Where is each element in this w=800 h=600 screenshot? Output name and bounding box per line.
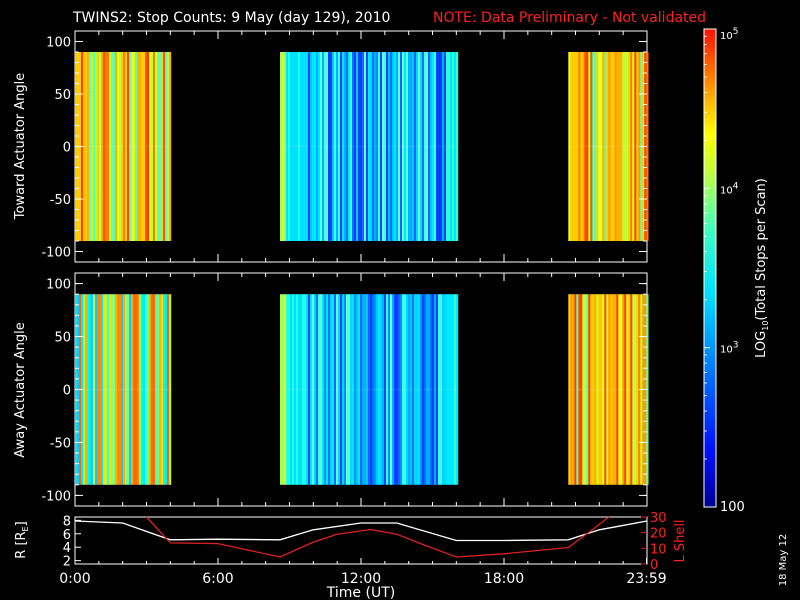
away-block-2 [568,294,649,485]
x-tick-label: 23:59 [626,571,666,587]
orbit-right-tick-label: 20 [650,527,667,542]
away-ytick-label: 100 [46,278,71,293]
orbit-left-tick-label: 6 [63,528,71,543]
orbit-right-tick-label: 30 [650,511,667,526]
orbit-left-tick-label: 2 [63,555,71,570]
away-ytick-label: 0 [63,384,71,399]
orbit-right-ylabel: L Shell [673,519,688,562]
orbit-right-tick-label: 0 [650,558,658,573]
colorbar-gradient [703,28,717,508]
colorbar: 105 104 103 100 LOG10(Total Stops per Scan) [703,27,770,515]
orbit-left-ylabel: R [RE] [14,521,30,558]
toward-block-0 [75,52,172,241]
l-shell-line [146,516,610,558]
toward-block-2 [568,52,649,241]
toward-ytick-label: -50 [50,193,71,208]
away-ylabel: Away Actuator Angle [13,322,28,457]
data-note: NOTE: Data Preliminary - Not validated [433,10,706,26]
generation-date: 18 May 12 [778,534,789,586]
r-distance-line [74,520,648,542]
colorbar-tick-label: 105 [720,27,738,42]
away-block-0 [75,294,172,485]
away-ytick-label: -100 [41,489,71,504]
colorbar-tick-label: 100 [720,500,745,515]
colorbar-label: LOG10(Total Stops per Scan) [754,178,770,358]
away-ytick-label: -50 [50,436,71,451]
away-ytick-label: 50 [54,331,71,346]
orbit-left-tick-label: 4 [63,541,71,556]
away-heatmap-panel: -100 -50 0 50 100 Away Actuator Angle [13,272,649,507]
toward-ytick-label: 50 [54,88,71,103]
away-block-1 [279,294,459,485]
toward-ylabel: Toward Actuator Angle [13,73,28,220]
colorbar-tick-label: 103 [720,341,738,356]
toward-ytick-label: -100 [41,246,71,261]
x-tick-label: 12:00 [341,571,381,587]
x-tick-label: 0:00 [59,571,90,587]
toward-heatmap-panel: -100 -50 0 50 100 Toward Actuator Angle [13,30,649,263]
toward-ytick-label: 0 [63,141,71,156]
x-axis-label: Time (UT) [326,585,395,600]
colorbar-tick-label: 104 [720,181,739,196]
chart-title: TWINS2: Stop Counts: 9 May (day 129), 20… [72,10,390,26]
x-tick-label: 6:00 [202,571,233,587]
orbit-left-tick-label: 8 [63,514,71,529]
x-tick-label: 18:00 [484,571,524,587]
orbit-right-tick-label: 10 [650,542,667,557]
toward-ytick-label: 100 [46,36,71,51]
toward-block-1 [279,52,459,241]
